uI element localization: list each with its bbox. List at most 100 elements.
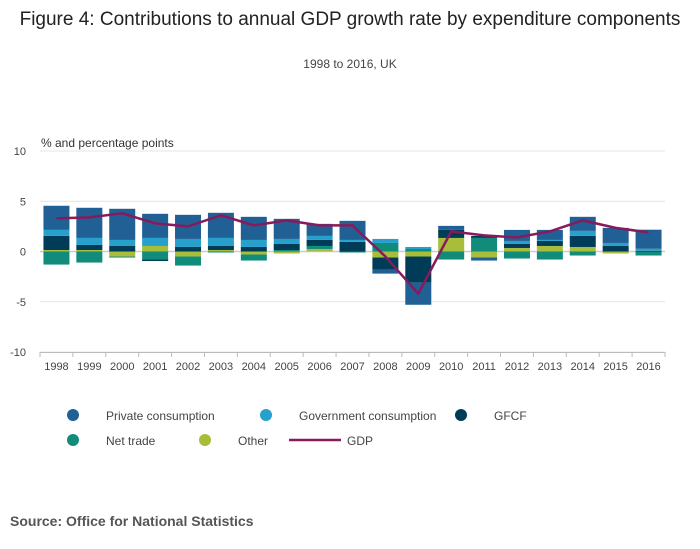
bar-government-consumption (109, 239, 136, 246)
bar-private-consumption (635, 229, 662, 249)
bar-private-consumption (536, 229, 563, 240)
bar-gfcf (339, 241, 366, 252)
bar-other (405, 251, 432, 257)
legend-label: GFCF (494, 409, 527, 423)
y-axis-label: % and percentage points (41, 136, 174, 150)
bar-government-consumption (339, 239, 366, 242)
x-tick-label: 2008 (373, 361, 397, 373)
legend-label: Net trade (106, 434, 156, 448)
bar-gfcf (76, 244, 103, 250)
bar-gfcf (142, 259, 169, 262)
bar-other (306, 248, 333, 252)
bar-gfcf (43, 235, 70, 250)
bar-net-trade (405, 248, 432, 252)
x-tick-label: 2010 (439, 361, 463, 373)
x-tick-label: 2009 (406, 361, 430, 373)
legend-marker (199, 434, 211, 446)
bar-net-trade (76, 251, 103, 263)
bar-net-trade (569, 251, 596, 256)
legend-marker (67, 434, 79, 446)
y-tick-label: 0 (20, 247, 26, 259)
bar-other (240, 251, 267, 255)
bar-private-consumption (76, 207, 103, 238)
legend-marker (455, 409, 467, 421)
bar-government-consumption (602, 242, 629, 246)
x-tick-label: 2011 (472, 361, 496, 373)
bar-other (142, 245, 169, 252)
gdp-line (56, 212, 649, 295)
bar-private-consumption (306, 223, 333, 236)
bar-government-consumption (306, 235, 333, 240)
bar-net-trade (471, 237, 498, 252)
x-tick-label: 2005 (274, 361, 298, 373)
bar-gfcf (471, 235, 498, 238)
bar-net-trade (536, 251, 563, 260)
bar-gfcf (109, 245, 136, 252)
bar-private-consumption (438, 225, 465, 230)
bar-net-trade (339, 251, 366, 253)
y-tick-label: -10 (10, 347, 26, 359)
bar-net-trade (175, 256, 202, 266)
bar-gfcf (536, 240, 563, 246)
bar-gfcf (602, 245, 629, 252)
bar-net-trade (240, 254, 267, 261)
x-tick-label: 2013 (538, 361, 562, 373)
bar-other (175, 251, 202, 257)
bar-government-consumption (142, 237, 169, 246)
bar-government-consumption (405, 246, 432, 249)
bar-other (207, 249, 234, 252)
bar-government-consumption (569, 230, 596, 236)
bar-government-consumption (76, 237, 103, 245)
legend-marker (260, 409, 272, 421)
bar-government-consumption (536, 239, 563, 241)
x-tick-label: 2016 (636, 361, 660, 373)
bar-other (76, 249, 103, 252)
legend-label: Other (238, 434, 268, 448)
bar-net-trade (635, 251, 662, 256)
x-tick-label: 2001 (143, 361, 167, 373)
bar-other (602, 251, 629, 254)
bar-net-trade (109, 256, 136, 258)
x-tick-label: 2015 (603, 361, 627, 373)
x-tick-label: 2007 (340, 361, 364, 373)
bar-government-consumption (240, 239, 267, 247)
bar-private-consumption (273, 218, 300, 239)
bar-gfcf (240, 246, 267, 252)
x-tick-label: 2000 (110, 361, 134, 373)
bar-net-trade (207, 251, 234, 253)
bar-net-trade (273, 249, 300, 252)
bar-other (109, 251, 136, 257)
bar-private-consumption (339, 220, 366, 240)
bar-other (372, 251, 399, 258)
legend-label: Private consumption (106, 409, 215, 423)
bar-gfcf (175, 246, 202, 252)
x-tick-label: 2003 (209, 361, 233, 373)
bar-net-trade (372, 242, 399, 252)
x-tick-label: 1998 (44, 361, 68, 373)
y-tick-label: 5 (20, 196, 26, 208)
x-tick-label: 2014 (571, 361, 595, 373)
bar-private-consumption (240, 216, 267, 240)
bar-government-consumption (273, 238, 300, 244)
x-tick-label: 2012 (505, 361, 529, 373)
legend-marker (67, 409, 79, 421)
source-note: Source: Office for National Statistics (10, 513, 254, 529)
bar-private-consumption (142, 213, 169, 238)
bar-gfcf (306, 239, 333, 246)
bar-gfcf (207, 245, 234, 250)
bar-net-trade (142, 251, 169, 260)
bar-government-consumption (635, 248, 662, 251)
bar-private-consumption (471, 257, 498, 261)
bar-net-trade (503, 251, 530, 259)
bar-gfcf (569, 235, 596, 247)
bar-other (569, 246, 596, 252)
bar-gfcf (635, 250, 662, 252)
y-tick-label: -5 (16, 297, 26, 309)
bar-net-trade (438, 251, 465, 260)
bar-gfcf (503, 243, 530, 248)
bar-government-consumption (372, 238, 399, 243)
y-tick-label: 10 (14, 146, 26, 158)
bar-other (471, 251, 498, 258)
